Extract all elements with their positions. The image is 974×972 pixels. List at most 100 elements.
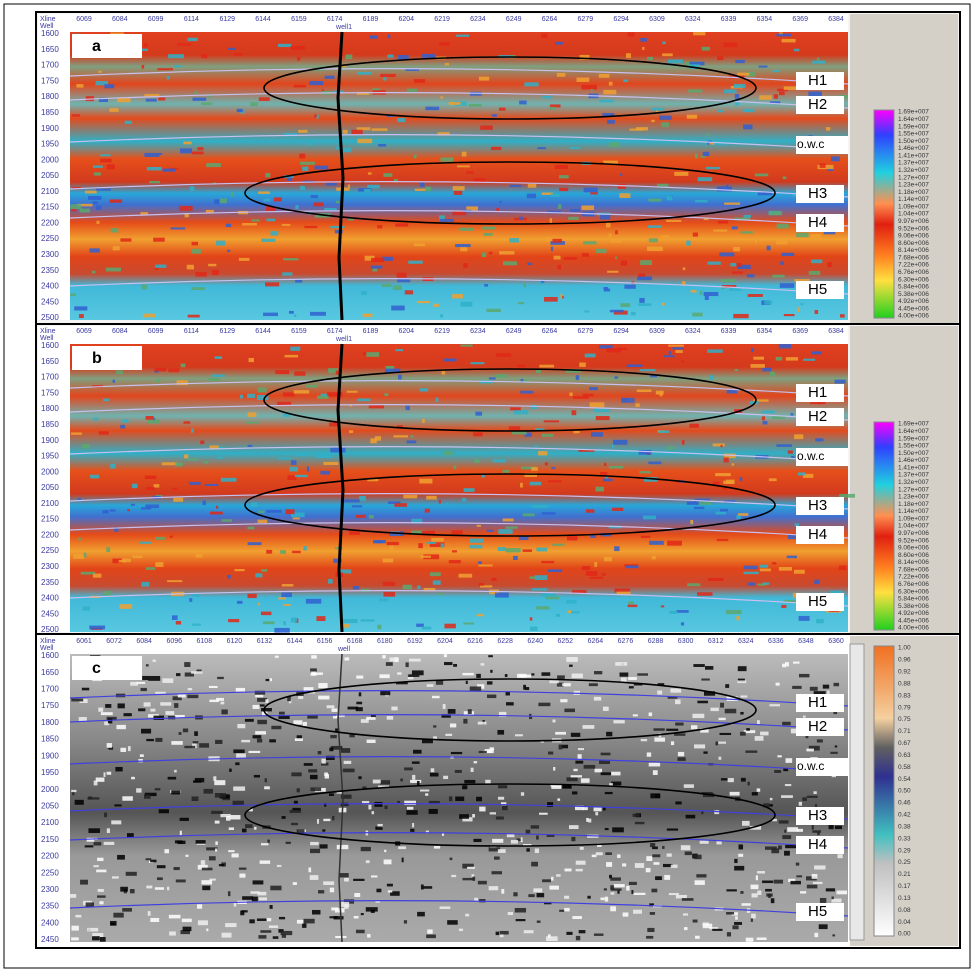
texture bbox=[255, 694, 264, 698]
xline-label: 6309 bbox=[649, 16, 665, 23]
texture bbox=[585, 571, 598, 576]
texture bbox=[397, 800, 401, 803]
texture bbox=[361, 290, 368, 296]
texture bbox=[141, 64, 145, 69]
texture bbox=[177, 694, 186, 698]
texture bbox=[186, 264, 194, 270]
texture bbox=[182, 728, 189, 733]
texture bbox=[541, 512, 556, 515]
texture bbox=[269, 905, 273, 909]
texture bbox=[358, 692, 362, 697]
texture bbox=[165, 711, 175, 715]
texture bbox=[372, 268, 378, 272]
texture bbox=[184, 213, 189, 218]
texture bbox=[328, 578, 333, 584]
horizon-label-box bbox=[796, 694, 844, 712]
texture bbox=[445, 502, 449, 506]
texture bbox=[518, 536, 529, 541]
depth-label: 1900 bbox=[41, 124, 59, 133]
texture bbox=[484, 749, 494, 754]
texture bbox=[482, 226, 496, 230]
depth-label: 2400 bbox=[41, 282, 59, 291]
texture bbox=[638, 449, 652, 455]
texture bbox=[305, 598, 322, 604]
texture bbox=[476, 613, 484, 617]
texture bbox=[610, 885, 615, 890]
texture bbox=[391, 305, 405, 311]
texture bbox=[416, 623, 424, 627]
texture bbox=[595, 248, 607, 254]
texture bbox=[509, 184, 522, 188]
xline-label: 6312 bbox=[708, 638, 724, 645]
texture bbox=[320, 470, 331, 475]
texture bbox=[836, 890, 848, 895]
texture bbox=[413, 749, 422, 754]
texture bbox=[123, 713, 132, 717]
colorbar-label: 8.60e+006 bbox=[898, 240, 929, 247]
side-panel bbox=[850, 326, 958, 636]
colorbar-label: 1.64e+007 bbox=[898, 428, 929, 435]
horizon-label: H1 bbox=[808, 72, 827, 89]
xline-label: 6354 bbox=[757, 328, 773, 335]
texture bbox=[426, 684, 434, 687]
texture bbox=[787, 827, 798, 832]
texture bbox=[70, 432, 82, 435]
texture bbox=[544, 462, 548, 466]
texture bbox=[438, 592, 444, 596]
texture bbox=[158, 809, 169, 814]
texture bbox=[595, 852, 603, 856]
xline-label: 6129 bbox=[219, 328, 235, 335]
texture bbox=[511, 431, 527, 435]
texture bbox=[463, 488, 475, 492]
texture bbox=[834, 745, 838, 748]
texture bbox=[583, 187, 598, 193]
texture bbox=[649, 912, 656, 915]
texture bbox=[77, 498, 82, 501]
texture bbox=[808, 745, 820, 751]
xline-label: 6168 bbox=[347, 638, 363, 645]
texture bbox=[703, 291, 719, 297]
texture bbox=[425, 793, 429, 796]
texture bbox=[578, 930, 586, 934]
texture bbox=[828, 825, 834, 830]
texture bbox=[219, 198, 227, 204]
texture bbox=[582, 241, 597, 245]
texture bbox=[731, 271, 743, 274]
xline-label: 6324 bbox=[685, 16, 701, 23]
texture bbox=[810, 234, 822, 239]
texture bbox=[171, 615, 178, 620]
texture bbox=[682, 913, 689, 916]
texture bbox=[516, 838, 523, 841]
texture bbox=[365, 860, 370, 864]
texture bbox=[142, 313, 156, 318]
texture bbox=[376, 888, 382, 893]
texture bbox=[749, 401, 759, 405]
texture bbox=[524, 472, 538, 477]
texture bbox=[349, 531, 360, 535]
texture bbox=[817, 57, 820, 61]
texture bbox=[331, 907, 338, 911]
texture bbox=[600, 214, 611, 220]
texture bbox=[805, 734, 809, 739]
texture bbox=[509, 238, 519, 243]
texture bbox=[72, 791, 75, 796]
depth-label: 1800 bbox=[41, 92, 59, 101]
texture bbox=[293, 800, 298, 804]
texture bbox=[421, 530, 436, 535]
xline-label: 6114 bbox=[184, 328, 199, 335]
texture bbox=[221, 709, 228, 715]
texture bbox=[790, 728, 798, 734]
texture bbox=[182, 926, 192, 932]
texture bbox=[109, 199, 123, 203]
texture bbox=[78, 717, 87, 722]
colorbar bbox=[873, 109, 895, 319]
texture bbox=[456, 34, 470, 37]
texture bbox=[684, 851, 692, 856]
horizon-line bbox=[69, 181, 849, 198]
horizon-line bbox=[69, 210, 849, 227]
horizon-label-box bbox=[796, 593, 844, 611]
texture bbox=[239, 394, 244, 399]
texture bbox=[146, 738, 154, 742]
texture bbox=[206, 928, 209, 932]
header-strip bbox=[38, 326, 848, 344]
